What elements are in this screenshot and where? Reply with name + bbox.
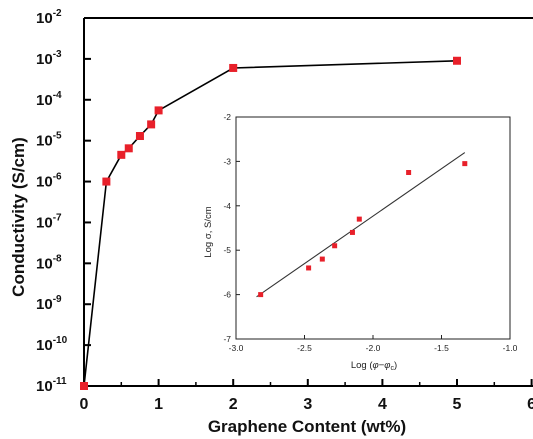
y-tick-label: 10-7 xyxy=(36,212,62,231)
inset-data-point xyxy=(462,161,468,167)
x-tick-label: 4 xyxy=(378,396,387,413)
inset-data-point xyxy=(258,292,264,298)
data-point xyxy=(229,63,238,72)
inset-x-title-phi-c: φ xyxy=(384,360,390,371)
inset-y-tick-label: -3 xyxy=(223,156,231,166)
data-point xyxy=(147,120,156,129)
inset-data-point xyxy=(319,256,325,262)
data-point xyxy=(135,132,144,141)
inset-x-tick-label: -1.0 xyxy=(503,343,518,353)
inset-y-tick-label: -2 xyxy=(223,112,231,122)
data-point xyxy=(124,144,133,153)
inset-x-title-sub: c xyxy=(390,365,394,372)
y-tick-label: 10-6 xyxy=(36,172,62,191)
main-plot-area: 0 1 2 3 4 5 6 10-11 10-10 10-9 10-8 10-7 10-6 10-5 10-… xyxy=(36,8,533,413)
data-point xyxy=(117,150,126,159)
x-tick-label: 1 xyxy=(154,396,163,413)
inset-y-tick-label: -4 xyxy=(223,201,231,211)
y-tick-label: 10-8 xyxy=(36,253,62,272)
x-tick-label: 5 xyxy=(453,396,462,413)
inset-x-tick-label: -1.5 xyxy=(434,343,449,353)
inset-frame xyxy=(235,116,511,340)
inset-data-point xyxy=(332,243,338,249)
inset-y-tick-label: -7 xyxy=(223,334,231,344)
x-tick-label: 6 xyxy=(527,396,533,413)
inset-x-axis-title: Log (φ−φc) xyxy=(351,360,397,372)
inset-data-point xyxy=(349,229,355,235)
inset-y-axis-title: Log σ, S/cm xyxy=(203,206,214,257)
x-tick-label: 2 xyxy=(229,396,238,413)
inset-fit-line xyxy=(256,152,466,298)
inset-x-title-phi: φ xyxy=(373,360,379,371)
inset-x-tick-label: -3.0 xyxy=(229,343,244,353)
inset-x-title-suffix: ) xyxy=(394,360,397,371)
inset-y-tick-label: -5 xyxy=(223,245,231,255)
inset-x-title-prefix: Log ( xyxy=(351,360,373,371)
inset-x-tick-label: -2.5 xyxy=(297,343,312,353)
data-point xyxy=(453,56,461,65)
inset-x-title-minus: − xyxy=(379,360,385,371)
y-axis-title: Conductivity (S/cm) xyxy=(9,137,28,297)
y-tick-label: 10-3 xyxy=(36,49,62,68)
y-tick-label: 10-4 xyxy=(36,90,62,109)
data-point xyxy=(154,106,163,115)
y-tick-label: 10-5 xyxy=(36,131,62,150)
inset-x-tick-label: -2.0 xyxy=(366,343,381,353)
data-point xyxy=(102,177,111,186)
y-tick-label: 10-10 xyxy=(36,335,68,354)
x-tick-label: 3 xyxy=(303,396,312,413)
inset-data-point xyxy=(356,216,362,222)
x-axis-title: Graphene Content (wt%) xyxy=(208,417,406,436)
x-tick-label: 0 xyxy=(80,396,89,413)
inset-y-tick-label: -6 xyxy=(223,290,231,300)
y-tick-label: 10-2 xyxy=(36,8,62,27)
data-point xyxy=(80,382,88,390)
inset-data-point xyxy=(306,265,312,271)
y-tick-label: 10-9 xyxy=(36,294,62,313)
y-tick-label: 10-11 xyxy=(36,376,67,395)
inset-data-point xyxy=(406,170,412,175)
inset-plot: -3.0 -2.5 -2.0 -1.5 -1.0 -7 -6 -5 -4 -3 -2 xyxy=(223,112,517,353)
